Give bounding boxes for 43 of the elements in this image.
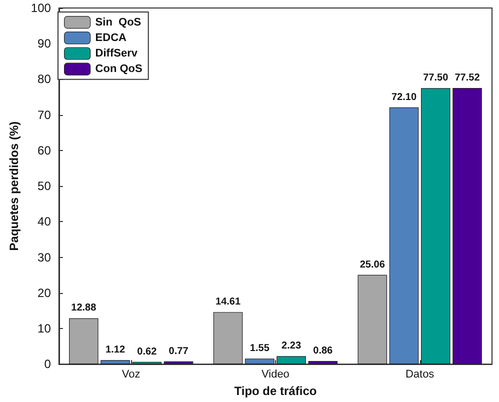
y-tick-label: 0 xyxy=(44,357,52,372)
y-tick-label: 50 xyxy=(38,179,52,194)
legend-label: EDCA xyxy=(95,32,127,44)
y-tick-label: 60 xyxy=(38,143,52,158)
y-axis-title: Paquetes perdidos (%) xyxy=(7,121,21,251)
bar xyxy=(452,88,482,364)
legend-label: Con QoS xyxy=(95,63,142,76)
y-tick-label: 10 xyxy=(38,321,52,336)
data-label: 72.10 xyxy=(391,92,417,103)
y-tick-label: 40 xyxy=(38,214,52,229)
bar xyxy=(164,361,194,364)
bar xyxy=(308,361,338,364)
data-label: 77.50 xyxy=(423,72,449,84)
bar xyxy=(69,318,98,364)
data-label: 14.61 xyxy=(216,296,241,308)
y-tick-label: 70 xyxy=(38,108,52,122)
bar xyxy=(100,360,130,364)
data-label: 25.06 xyxy=(360,259,386,270)
data-label: 1.55 xyxy=(250,343,270,354)
data-label: 2.23 xyxy=(282,340,302,352)
bar xyxy=(358,274,388,364)
x-tick-label: Video xyxy=(261,368,290,381)
y-tick-label: 20 xyxy=(38,286,52,300)
data-label: 12.88 xyxy=(71,302,97,314)
data-label: 0.77 xyxy=(168,346,189,357)
x-tick-label: Voz xyxy=(122,368,140,381)
y-tick-label: 30 xyxy=(38,250,52,264)
y-tick-label: 80 xyxy=(38,72,52,86)
data-label: 1.12 xyxy=(106,344,126,356)
bar xyxy=(276,356,306,364)
y-tick-label: 90 xyxy=(38,36,52,51)
bar xyxy=(420,88,450,364)
bar xyxy=(213,312,243,364)
legend-label: Sin QoS xyxy=(95,16,142,28)
y-tick-label: 100 xyxy=(30,1,52,15)
legend-label: DiffServ xyxy=(95,48,138,60)
x-axis-title: Tipo de tráfico xyxy=(234,384,317,398)
data-label: 0.62 xyxy=(137,346,158,358)
x-tick-label: Datos xyxy=(405,368,435,381)
data-label: 77.52 xyxy=(454,72,480,84)
bar xyxy=(245,358,274,364)
bar xyxy=(389,107,419,364)
data-label: 0.86 xyxy=(313,346,334,357)
